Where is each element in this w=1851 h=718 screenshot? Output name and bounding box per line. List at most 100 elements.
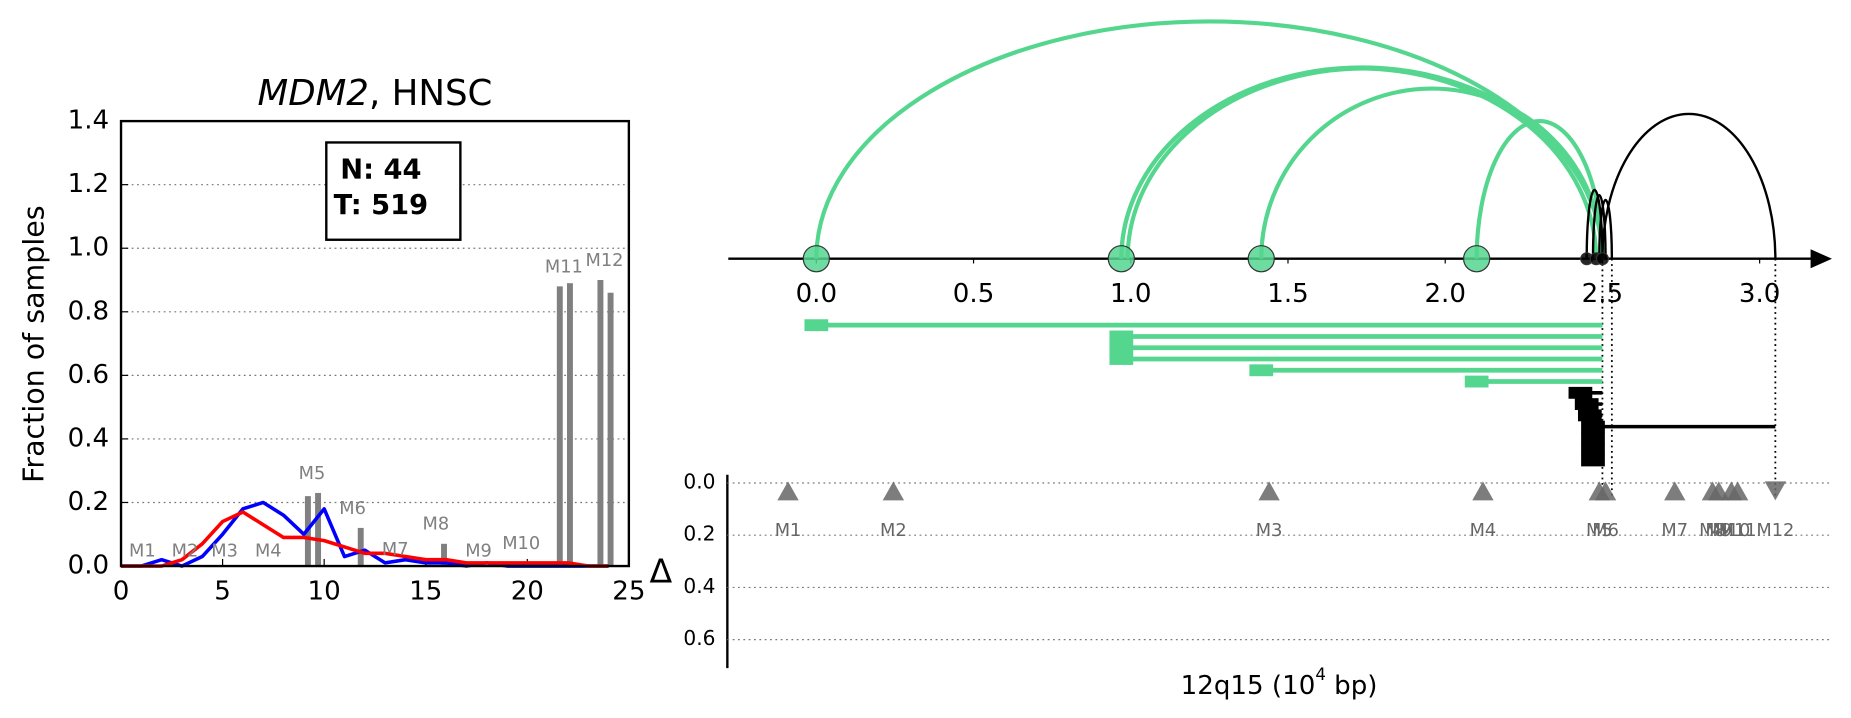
arc [1585,188,1604,259]
motif-marker [1664,481,1686,501]
bar [597,280,604,567]
segment-marker [1581,454,1605,467]
y-tick-label: 1.4 [68,106,109,136]
y-tick-label: 0.2 [68,487,109,517]
x-tick-label: 10 [308,577,341,607]
arc [1601,112,1777,259]
title-suffix: , HNSC [369,73,492,114]
motif-label: M10 [502,533,540,554]
motif-label: M8 [423,514,450,535]
motif-label: M3 [1256,520,1283,541]
x-tick-label: 1.0 [1110,279,1152,309]
segment-marker [1574,398,1599,411]
motif-label: M11 [545,256,583,277]
annotation-text: T: 519 [334,190,428,221]
breakpoint [1247,245,1275,273]
arc [814,19,1605,259]
motif-label: M12 [1756,520,1794,541]
bar [556,286,563,567]
segment-marker [1581,431,1605,444]
y-tick-label: 0.8 [68,296,109,326]
motif-label: M1 [129,541,156,562]
y-tick-label: 0.4 [683,574,715,598]
x-tick-label: 20 [511,577,544,607]
motif-label: M10 [1712,520,1750,541]
y-axis-label: Fraction of samples [18,205,51,483]
arc [1259,86,1605,259]
segment-marker [804,319,829,332]
breakpoint [1595,252,1609,266]
x-label-tail: bp) [1326,670,1378,700]
motif-label: M1 [775,520,802,541]
motif-label: M6 [339,498,366,519]
motif-label: M7 [1661,520,1688,541]
motif-label: M5 [1586,520,1613,541]
x-tick-label: 5 [214,577,231,607]
series-line [121,510,609,568]
segment-marker [1249,364,1274,377]
x-tick-label: 2.0 [1424,279,1466,309]
breakpoint [1107,245,1135,273]
x-label-base: 12q15 (10 [1181,670,1316,700]
motif-label: M9 [1705,520,1732,541]
breakpoint [802,245,830,273]
arc [1474,119,1605,259]
plot-frame [119,119,631,568]
motif-marker [882,481,905,501]
annotation-box [325,141,462,241]
motif-label: M3 [211,541,238,562]
breakpoint [1463,245,1491,273]
y-tick-label: 0.4 [68,423,109,453]
bar [566,283,573,567]
x-label-exp: 4 [1315,665,1326,684]
arc [1119,65,1605,259]
x-tick-label: 15 [409,577,442,607]
motif-label: M7 [382,539,409,560]
axis-arrow [1810,249,1832,269]
motif-label: M4 [255,541,282,562]
segment-marker [1464,375,1489,388]
y-tick-label: 0.6 [683,626,715,650]
motif-marker [1594,481,1617,501]
motif-label: M11 [1719,520,1757,541]
x-tick-label: 2.5 [1582,279,1624,309]
motif-label: M6 [1592,520,1619,541]
x-axis-label: 12q15 (104 bp) [1181,665,1378,701]
x-tick-label: 0.5 [953,279,995,309]
bar [315,492,322,567]
title-gene: MDM2 [258,73,369,114]
segment-marker [1109,353,1134,365]
motif-label: M8 [1699,520,1726,541]
motif-marker [1472,481,1494,501]
motif-label: M4 [1470,520,1497,541]
arc [1125,66,1605,259]
y-tick-label: 1.2 [68,169,109,199]
annotation-text: N: 44 [340,154,421,185]
bar [441,543,447,567]
chart-title: MDM2, HNSC [258,73,493,114]
y-axis-label: Δ [650,552,673,591]
motif-label: M2 [172,541,199,562]
x-tick-label: 25 [612,577,645,607]
bar [357,527,364,567]
y-tick-label: 1.0 [68,233,109,263]
segment-marker [1109,341,1134,354]
x-tick-label: 0 [113,577,130,607]
y-tick-label: 0.0 [68,551,109,581]
y-tick-label: 0.6 [68,360,109,390]
motif-marker [1258,481,1280,501]
x-tick-label: 1.5 [1267,279,1309,309]
y-tick-label: 0.0 [683,469,715,493]
bar [607,292,614,567]
segment-marker [1577,409,1602,422]
x-tick-label: 3.0 [1739,279,1781,309]
x-tick-label: 0.0 [796,279,838,309]
arc [1598,198,1614,259]
motif-label: M9 [465,541,492,562]
motif-label: M5 [299,463,326,484]
motif-marker [777,481,799,501]
motif-label: M2 [880,520,907,541]
y-tick-label: 0.2 [683,522,715,546]
